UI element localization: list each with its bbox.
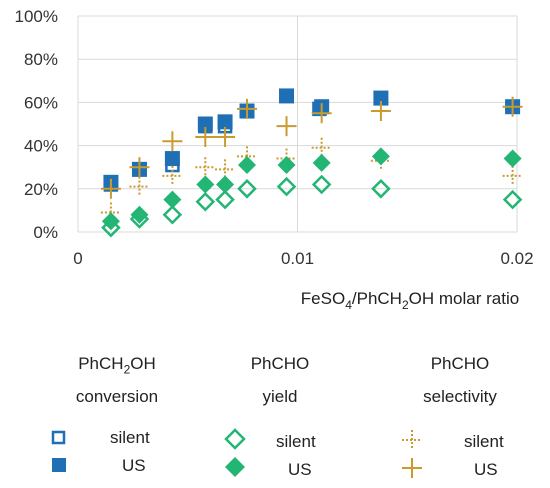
legend: PhCH2OH conversion silent US PhCHO yield… xyxy=(0,350,550,488)
point-yield-us xyxy=(163,190,182,209)
y-tick-label: 60% xyxy=(24,93,58,112)
legend-label-selectivity-silent: silent xyxy=(464,432,504,451)
legend-group-conversion: PhCH2OH conversion xyxy=(52,350,182,411)
y-tick-label: 20% xyxy=(24,180,58,199)
point-yield-us xyxy=(216,175,235,194)
point-sel-silent xyxy=(195,157,216,178)
legend-subheader-conversion: conversion xyxy=(75,387,159,407)
point-sel-us xyxy=(129,157,150,178)
legend-diamond-icon xyxy=(225,457,245,477)
point-yield-silent xyxy=(311,174,332,195)
point-yield-us xyxy=(196,175,215,194)
point-conv-us xyxy=(164,151,180,167)
point-conv-us xyxy=(217,114,233,130)
point-yield-us xyxy=(312,153,331,172)
data-marks xyxy=(100,88,523,238)
legend-header-yield: PhCHO xyxy=(250,354,310,373)
point-sel-us xyxy=(215,126,236,147)
point-sel-us xyxy=(100,178,121,199)
legend-plus-dotted-icon xyxy=(402,430,422,450)
point-yield-us xyxy=(277,156,296,175)
legend-label-conversion-silent: silent xyxy=(110,428,150,447)
y-tick-label: 40% xyxy=(24,137,58,156)
x-tick-labels: 0 0.01 0.02 xyxy=(73,249,533,268)
y-tick-label: 100% xyxy=(15,7,58,26)
point-yield-silent xyxy=(276,176,297,197)
point-yield-us xyxy=(371,147,390,166)
legend-label-conversion-us: US xyxy=(122,456,146,475)
chart-area: 0% 20% 40% 60% 80% 100% 0 0.01 0.02 FeSO4/PhCH2… xyxy=(15,7,534,312)
y-tick-labels: 0% 20% 40% 60% 80% 100% xyxy=(15,7,58,242)
point-yield-us xyxy=(130,205,149,224)
point-yield-us xyxy=(101,212,120,231)
point-sel-us xyxy=(502,96,523,117)
point-yield-us xyxy=(238,156,257,175)
point-sel-us xyxy=(311,103,332,124)
legend-subheader-selectivity: selectivity xyxy=(423,387,497,407)
point-yield-us xyxy=(503,149,522,168)
legend-plus-icon xyxy=(402,458,422,478)
point-yield-silent xyxy=(237,179,257,199)
point-conv-us xyxy=(373,90,389,106)
legend-header-selectivity: PhCHO xyxy=(430,354,490,373)
x-axis-title: FeSO4/PhCH2OH molar ratio xyxy=(301,289,519,312)
point-sel-us xyxy=(276,116,297,137)
legend-header-conversion: PhCH2OH xyxy=(78,354,156,377)
x-tick-label: 0.02 xyxy=(500,249,533,268)
point-conv-us xyxy=(197,116,213,132)
point-sel-us xyxy=(237,98,258,119)
legend-label-selectivity-us: US xyxy=(474,460,498,479)
point-sel-silent xyxy=(162,165,183,186)
y-tick-label: 0% xyxy=(33,223,58,242)
x-tick-label: 0 xyxy=(73,249,82,268)
legend-label-yield-us: US xyxy=(288,460,312,479)
point-sel-silent xyxy=(129,176,150,197)
point-yield-silent xyxy=(502,189,523,210)
gridlines xyxy=(77,15,518,233)
legend-square-open-icon xyxy=(51,430,66,445)
point-conv-us xyxy=(279,88,295,104)
point-sel-silent xyxy=(502,165,523,186)
legend-group-yield: PhCHO yield xyxy=(220,350,340,411)
point-yield-silent xyxy=(195,191,216,212)
legend-diamond-open-icon xyxy=(224,428,246,450)
point-sel-us xyxy=(162,131,183,152)
x-tick-label: 0.01 xyxy=(281,249,314,268)
point-yield-silent xyxy=(101,217,121,238)
legend-group-selectivity: PhCHO selectivity xyxy=(395,350,525,411)
point-sel-us xyxy=(370,101,391,122)
point-sel-us xyxy=(195,126,216,147)
point-yield-silent xyxy=(162,204,183,225)
point-yield-silent xyxy=(371,179,391,199)
legend-label-yield-silent: silent xyxy=(276,432,316,451)
legend-subheader-yield: yield xyxy=(262,387,298,407)
y-tick-label: 80% xyxy=(24,50,58,69)
point-yield-silent xyxy=(215,189,235,210)
legend-square-icon xyxy=(52,458,66,472)
